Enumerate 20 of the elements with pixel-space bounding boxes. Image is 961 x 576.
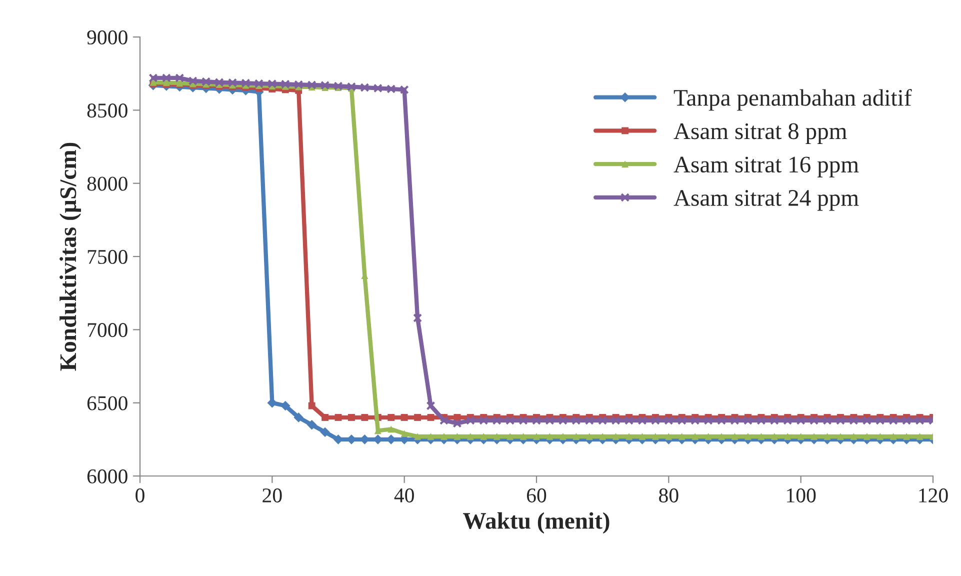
- y-axis-title: Konduktivitas (µS/cm): [60, 142, 81, 371]
- y-tick-label: 8500: [87, 104, 128, 118]
- x-tick-label: 120: [919, 488, 948, 502]
- x-tick-label: 80: [659, 488, 678, 502]
- legend-label: Asam sitrat 24 ppm: [674, 190, 859, 211]
- y-tick-label: 8000: [87, 176, 128, 191]
- legend-label: Asam sitrat 16 ppm: [674, 156, 859, 178]
- legend-label: Asam sitrat 8 ppm: [674, 123, 847, 144]
- y-tick-label: 7500: [88, 250, 128, 264]
- x-tick-label: 100: [787, 488, 816, 502]
- y-tick-label: 6500: [87, 396, 128, 410]
- x-tick-label: 0: [136, 488, 144, 502]
- y-tick-label: 6000: [87, 469, 128, 484]
- x-tick-label: 40: [394, 488, 414, 502]
- y-tick-label: 9000: [87, 30, 128, 44]
- x-axis-title: Waktu (menit): [463, 512, 610, 534]
- y-tick-label: 7000: [88, 323, 128, 338]
- legend-label: Tanpa penambahan aditif: [674, 88, 912, 111]
- x-tick-label: 60: [526, 488, 546, 502]
- x-tick-label: 20: [262, 488, 282, 502]
